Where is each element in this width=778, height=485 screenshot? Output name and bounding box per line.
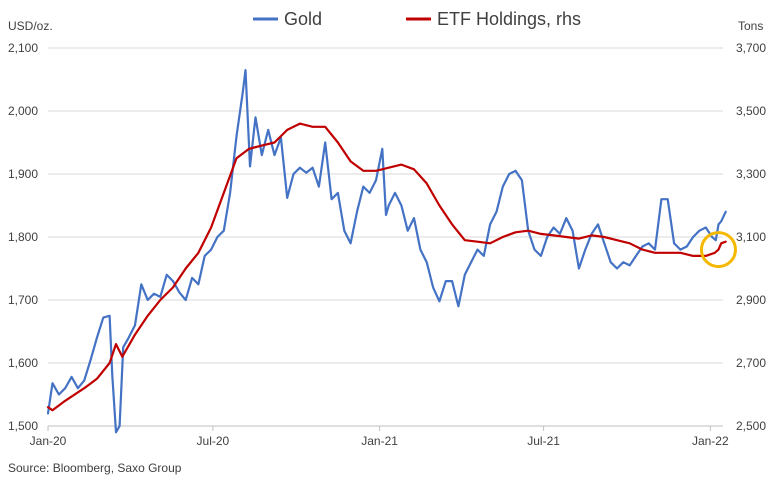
series-line-etf-holdings-rhs — [46, 122, 727, 412]
right-axis-tick-label: 2,500 — [736, 419, 766, 433]
x-axis-tick-label: Jan-21 — [361, 434, 398, 448]
legend: Gold ETF Holdings, rhs — [253, 9, 581, 29]
series-line-gold — [46, 69, 727, 434]
highlight-circle — [699, 231, 737, 269]
left-axis-tick-label: 2,100 — [8, 41, 38, 55]
x-axis-tick-label: Jan-20 — [30, 434, 67, 448]
left-axis-tick-label: 1,600 — [8, 356, 38, 370]
annotation-layer — [699, 231, 737, 269]
series-layer — [46, 69, 727, 434]
x-axis-ticks: Jan-20 Jul-20 Jan-21 Jul-21 Jan-22 — [30, 426, 729, 448]
left-axis-unit-label: USD/oz. — [8, 19, 53, 33]
left-axis-tick-label: 1,900 — [8, 167, 38, 181]
left-axis-ticks: 1,500 1,600 1,700 1,800 1,900 2,000 2,100 — [8, 41, 38, 433]
right-axis-unit-label: Tons — [738, 19, 763, 33]
source-note: Source: Bloomberg, Saxo Group — [8, 461, 182, 475]
right-axis-tick-label: 2,700 — [736, 356, 766, 370]
left-axis-tick-label: 1,700 — [8, 293, 38, 307]
legend-label-etf-holdings: ETF Holdings, rhs — [437, 9, 581, 29]
x-axis-tick-label: Jul-20 — [197, 434, 230, 448]
right-axis-tick-label: 3,100 — [736, 230, 766, 244]
x-axis-tick-label: Jan-22 — [692, 434, 729, 448]
left-axis-tick-label: 2,000 — [8, 104, 38, 118]
right-axis-tick-label: 3,500 — [736, 104, 766, 118]
right-axis-tick-label: 3,700 — [736, 41, 766, 55]
legend-label-gold: Gold — [284, 9, 322, 29]
left-axis-tick-label: 1,800 — [8, 230, 38, 244]
x-axis-tick-label: Jul-21 — [527, 434, 560, 448]
left-axis-tick-label: 1,500 — [8, 419, 38, 433]
right-axis-ticks: 2,500 2,700 2,900 3,100 3,300 3,500 3,700 — [736, 41, 766, 433]
right-axis-tick-label: 3,300 — [736, 167, 766, 181]
right-axis-tick-label: 2,900 — [736, 293, 766, 307]
